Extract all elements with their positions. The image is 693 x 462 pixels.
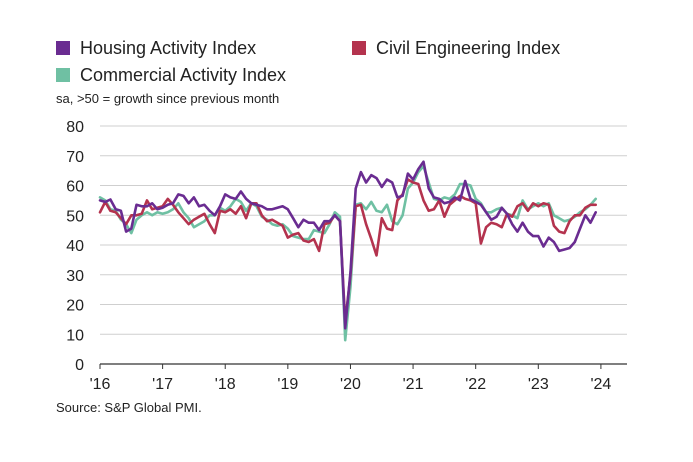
series-line-commercial-activity-index	[98, 164, 598, 342]
chart-source-note: Source: S&P Global PMI.	[56, 400, 202, 415]
x-tick-label-2019: '19	[277, 376, 298, 393]
y-tick-label-10: 10	[66, 327, 84, 344]
y-tick-label-80: 80	[66, 119, 84, 136]
y-tick-label-50: 50	[66, 208, 84, 225]
y-tick-label-60: 60	[66, 179, 84, 196]
x-tick-label-2021: '21	[403, 376, 424, 393]
y-tick-label-40: 40	[66, 238, 84, 255]
x-tick-label-2020: '20	[340, 376, 361, 393]
x-tick-label-2022: '22	[465, 376, 486, 393]
chart-gridlines	[100, 125, 627, 335]
y-tick-label-70: 70	[66, 149, 84, 166]
x-tick-label-2024: '24	[590, 376, 611, 393]
y-tick-label-20: 20	[66, 298, 84, 315]
series-line-housing-activity-index	[98, 160, 598, 330]
legend-swatch-commercial-activity-index	[56, 68, 70, 82]
y-axis: 0 10 20 30 40 50 60 70 80	[66, 119, 84, 374]
y-tick-label-30: 30	[66, 268, 84, 285]
x-tick-label-2023: '23	[528, 376, 549, 393]
chart-series-lines	[98, 160, 598, 342]
x-tick-label-2017: '17	[152, 376, 173, 393]
legend-label-housing-activity-index: Housing Activity Index	[80, 38, 256, 58]
legend-swatch-housing-activity-index	[56, 41, 70, 55]
x-axis: '16 '17 '18 '19 '20 '21 '22 '23 '24	[90, 363, 627, 393]
x-tick-label-2018: '18	[215, 376, 236, 393]
y-tick-label-0: 0	[75, 357, 84, 374]
legend-label-civil-engineering-index: Civil Engineering Index	[376, 38, 560, 58]
chart-legend: Housing Activity Index Civil Engineering …	[56, 38, 560, 85]
chart-subtitle: sa, >50 = growth since previous month	[56, 91, 279, 106]
legend-swatch-civil-engineering-index	[352, 41, 366, 55]
x-tick-label-2016: '16	[90, 376, 111, 393]
legend-label-commercial-activity-index: Commercial Activity Index	[80, 65, 286, 85]
